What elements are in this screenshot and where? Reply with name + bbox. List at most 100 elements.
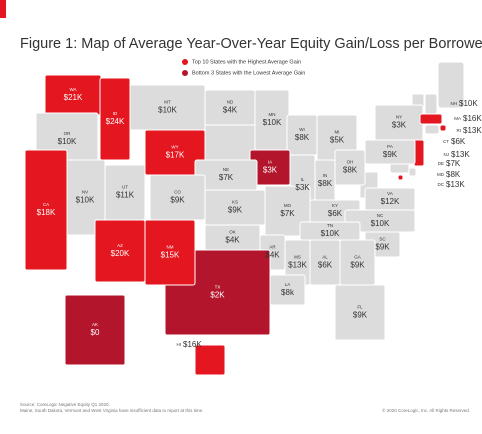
value-label: $15K	[161, 251, 180, 260]
legend: Top 10 States with the Highest Average G…	[182, 59, 305, 76]
state-abbr: CT	[443, 139, 449, 144]
state-abbr: LA	[285, 282, 291, 287]
state-abbr: IN	[323, 173, 328, 178]
value-label: $3K	[263, 166, 278, 175]
state-abbr: NH	[451, 101, 458, 106]
state-abbr: NY	[396, 115, 402, 120]
state-abbr: MT	[164, 100, 171, 105]
states	[24, 74, 447, 376]
state-abbr: MO	[284, 203, 292, 208]
value-label: $9K	[353, 311, 368, 320]
value-label: $17K	[166, 151, 185, 160]
value-label: $13K	[288, 261, 307, 270]
value-label: $8K	[295, 133, 310, 142]
value-label: $6K	[328, 209, 343, 218]
value-label: $11K	[116, 191, 135, 200]
state-abbr: MS	[294, 255, 301, 260]
state-abbr: DE	[438, 161, 444, 166]
state-abbr: OR	[64, 131, 72, 136]
state-abbr: IA	[268, 160, 272, 165]
value-label: $10K	[459, 99, 478, 108]
value-label: $10K	[263, 118, 282, 127]
state-abbr: WY	[171, 145, 178, 150]
state-abbr: HI	[177, 342, 182, 347]
state-shape	[334, 284, 386, 341]
state-abbr: AL	[322, 255, 328, 260]
state-shape	[64, 294, 126, 366]
value-label: $9K	[383, 150, 398, 159]
value-label: $10K	[76, 196, 95, 205]
value-label: $4K	[223, 106, 238, 115]
state-shape	[269, 274, 306, 306]
value-label: $4K	[225, 236, 240, 245]
state-abbr: ID	[113, 111, 118, 116]
state-abbr: NE	[223, 167, 229, 172]
title: Figure 1: Map of Average Year-Over-Year …	[20, 36, 482, 52]
value-label: $10K	[158, 106, 177, 115]
value-label: $7K	[219, 173, 234, 182]
value-label: $21K	[64, 93, 83, 102]
state-abbr: SC	[379, 237, 386, 242]
value-label: $10K	[371, 219, 390, 228]
state-abbr: CA	[43, 202, 49, 207]
value-label: $9K	[350, 261, 365, 270]
value-label: $13K	[463, 126, 482, 135]
state-abbr: VA	[387, 191, 393, 196]
state-abbr: NC	[377, 213, 384, 218]
value-label: $6K	[451, 137, 466, 146]
value-label: $10K	[321, 229, 340, 238]
value-label: $2K	[210, 291, 225, 300]
state-abbr: DC	[438, 182, 445, 187]
state-shape	[437, 61, 465, 109]
legend-label: Top 10 States with the Highest Average G…	[192, 59, 301, 65]
state-labels: WA$21KOR$10KID$24KMT$10KND$4KMN$10KWI$8K…	[37, 87, 482, 349]
legend-swatch	[182, 70, 188, 76]
value-label: $9K	[228, 206, 243, 215]
state-abbr: GA	[354, 255, 361, 260]
state-abbr: NM	[167, 245, 174, 250]
state-abbr: NJ	[444, 152, 450, 157]
value-label: $8K	[343, 166, 358, 175]
source-note: Maine, South Dakota, Vermont and West Vi…	[20, 408, 203, 413]
state-abbr: UT	[122, 185, 128, 190]
state-abbr: MN	[269, 112, 276, 117]
value-label: $3K	[295, 183, 310, 192]
value-label: $7K	[280, 209, 295, 218]
state-abbr: KS	[232, 200, 238, 205]
value-label: $16K	[463, 114, 482, 123]
value-label: $13K	[451, 150, 470, 159]
state-abbr: IL	[301, 177, 305, 182]
state-shape	[397, 174, 404, 181]
value-label: $13K	[446, 180, 465, 189]
value-label: $6K	[318, 261, 333, 270]
value-label: $20K	[111, 249, 130, 258]
value-label: $8K	[318, 179, 333, 188]
value-label: $12K	[381, 197, 400, 206]
state-abbr: PA	[387, 144, 393, 149]
legend-label: Bottom 3 States with the Lowest Average …	[192, 70, 305, 76]
state-shape	[439, 124, 447, 132]
legend-swatch	[182, 59, 188, 65]
state-abbr: OH	[347, 160, 354, 165]
state-abbr: FL	[357, 305, 363, 310]
state-shape	[24, 149, 68, 271]
state-abbr: MI	[335, 130, 340, 135]
state-shape	[424, 124, 440, 135]
value-label: $7K	[446, 159, 461, 168]
state-shape	[408, 167, 417, 177]
state-abbr: MD	[437, 172, 445, 177]
value-label: $8k	[281, 288, 295, 297]
state-abbr: ND	[227, 100, 234, 105]
value-label: $0	[91, 328, 100, 337]
value-label: $4K	[265, 251, 280, 260]
state-abbr: NV	[82, 190, 88, 195]
state-abbr: CO	[174, 190, 181, 195]
state-shape	[424, 93, 438, 115]
value-label: $9K	[170, 196, 185, 205]
state-abbr: RI	[457, 128, 462, 133]
copyright: © 2020 CoreLogic, Inc. All Rights Reserv…	[382, 407, 470, 413]
state-abbr: AZ	[117, 243, 123, 248]
state-abbr: TX	[215, 285, 221, 290]
